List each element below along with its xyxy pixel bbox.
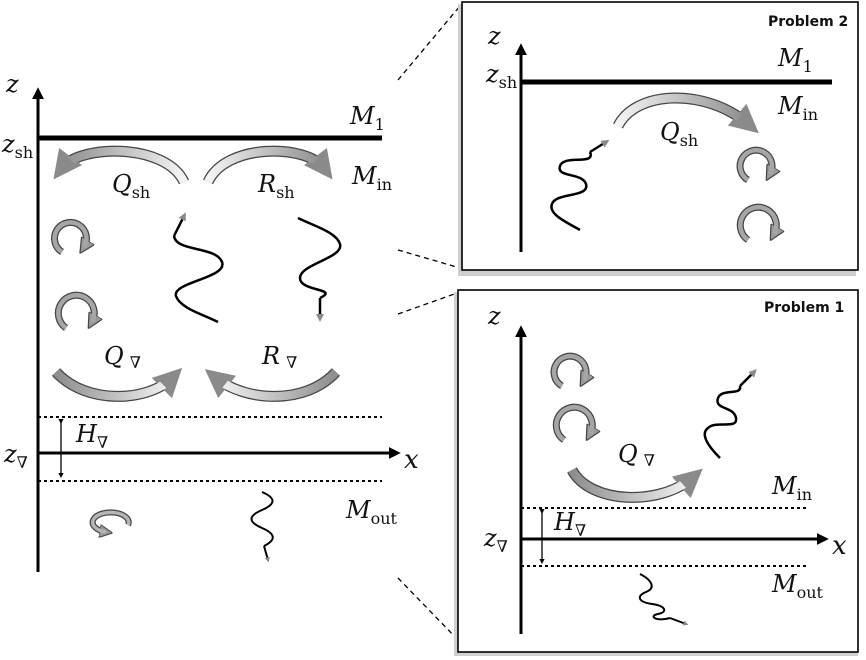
main-rnabla-label: R ∇ bbox=[261, 342, 297, 372]
connector-problem2-bottom bbox=[397, 249, 461, 269]
problem2-eddy-upper bbox=[736, 146, 772, 184]
problem1-qnabla-flux-arrow bbox=[567, 466, 703, 503]
problem2-axis-z-label: z bbox=[487, 22, 501, 50]
problem1-qnabla-label: Q ∇ bbox=[618, 440, 655, 470]
problem1-min-label: Min bbox=[771, 472, 812, 504]
connector-problem1-bottom bbox=[397, 577, 461, 643]
problem1-panel: Problem 1 z x z∇ Min Mout Q ∇ bbox=[454, 289, 859, 656]
problem2-min-label: Min bbox=[777, 92, 818, 124]
main-axis-x-label: x bbox=[404, 445, 419, 475]
problem2-qsh-flux-arrow bbox=[613, 92, 759, 134]
main-eddy-upper bbox=[51, 218, 86, 255]
main-rnabla-flux-arrow bbox=[204, 368, 341, 402]
main-rsh-flux-arrow bbox=[203, 145, 333, 185]
zoom-connectors bbox=[397, 5, 461, 643]
main-qsh-flux-arrow bbox=[53, 145, 189, 185]
main-m1-label: M1 bbox=[349, 102, 385, 134]
connector-problem1-top bbox=[397, 291, 461, 315]
problem1-panel-frame bbox=[457, 289, 859, 653]
problem2-qsh-label: Qsh bbox=[660, 118, 698, 150]
main-zsh-label: zsh bbox=[1, 130, 33, 162]
main-wave-upward bbox=[172, 212, 224, 324]
main-panel: z x zsh z∇ M1 Min Mout Qsh Rsh Q ∇ R ∇ H∇ bbox=[1, 70, 419, 572]
connector-problem2-top bbox=[397, 5, 461, 81]
problem2-wave-upward bbox=[550, 139, 610, 232]
main-eddy-bottom bbox=[89, 509, 132, 532]
problem1-znabla-label: z∇ bbox=[483, 524, 508, 556]
problem1-hnabla-label: H∇ bbox=[553, 508, 586, 540]
problem2-eddy-lower bbox=[736, 203, 776, 243]
main-znabla-label: z∇ bbox=[3, 440, 28, 472]
problem1-axis-z-label: z bbox=[487, 302, 501, 330]
main-qsh-label: Qsh bbox=[112, 170, 150, 202]
main-eddy-lower bbox=[54, 291, 94, 331]
problem2-title: Problem 2 bbox=[768, 14, 848, 30]
main-hnabla-label: H∇ bbox=[75, 420, 108, 452]
problem1-wave-upward bbox=[703, 369, 757, 459]
main-axis-z-label: z bbox=[5, 70, 19, 98]
main-wave-downward bbox=[297, 216, 342, 323]
problem1-wave-downward bbox=[638, 573, 689, 626]
problem2-panel-frame bbox=[461, 1, 859, 271]
problem1-eddy-upper bbox=[550, 352, 586, 390]
main-qnabla-flux-arrow bbox=[51, 367, 183, 402]
problem2-m1-label: M1 bbox=[777, 44, 813, 76]
main-rsh-label: Rsh bbox=[257, 170, 295, 202]
problem1-axis-x-label: x bbox=[832, 531, 847, 561]
main-mout-label: Mout bbox=[345, 496, 398, 528]
main-wave-bottom bbox=[250, 491, 274, 563]
main-min-label: Min bbox=[351, 162, 392, 194]
problem2-zsh-label: zsh bbox=[485, 60, 517, 92]
problem2-panel: Problem 2 z zsh M1 Min Qsh bbox=[458, 1, 859, 276]
problem1-eddy-lower bbox=[552, 403, 592, 443]
main-qnabla-label: Q ∇ bbox=[104, 342, 141, 372]
problem1-mout-label: Mout bbox=[771, 570, 824, 602]
problem1-title: Problem 1 bbox=[764, 300, 844, 316]
